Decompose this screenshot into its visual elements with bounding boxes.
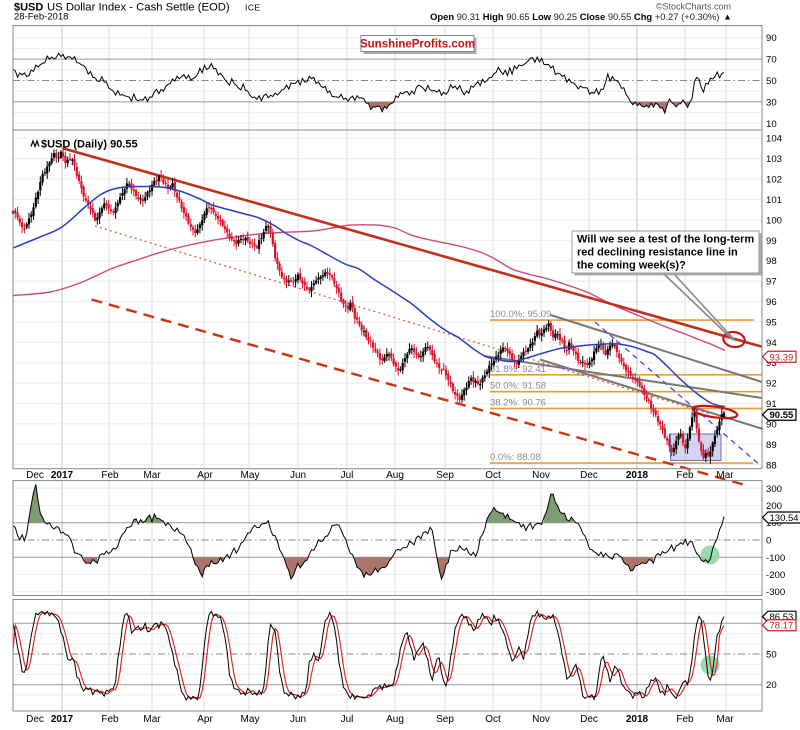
svg-text:Dec: Dec bbox=[580, 714, 598, 725]
svg-text:98: 98 bbox=[766, 256, 777, 267]
svg-text:200: 200 bbox=[766, 501, 782, 512]
svg-text:Feb: Feb bbox=[676, 470, 694, 481]
svg-text:©StockCharts.com: ©StockCharts.com bbox=[656, 2, 731, 12]
svg-text:30: 30 bbox=[766, 97, 777, 108]
svg-text:Dec: Dec bbox=[26, 714, 44, 725]
svg-text:90.55: 90.55 bbox=[770, 410, 794, 421]
svg-text:61.8%: 92.41: 61.8%: 92.41 bbox=[490, 364, 546, 375]
svg-text:SunshineProfits.com: SunshineProfits.com bbox=[360, 39, 475, 51]
svg-text:100.0%: 95.09: 100.0%: 95.09 bbox=[490, 309, 551, 320]
svg-text:100: 100 bbox=[766, 215, 782, 226]
svg-text:Mar: Mar bbox=[716, 714, 734, 725]
svg-text:Feb: Feb bbox=[101, 470, 119, 481]
svg-text:Sep: Sep bbox=[436, 714, 454, 725]
svg-text:89: 89 bbox=[766, 440, 777, 451]
svg-text:300: 300 bbox=[766, 484, 782, 495]
svg-text:86.53: 86.53 bbox=[770, 612, 794, 623]
svg-text:Aug: Aug bbox=[386, 714, 404, 725]
svg-text:90: 90 bbox=[766, 419, 777, 430]
svg-text:2017: 2017 bbox=[51, 470, 74, 481]
svg-text:101: 101 bbox=[766, 195, 782, 206]
svg-text:Feb: Feb bbox=[676, 714, 694, 725]
svg-text:Dec: Dec bbox=[580, 470, 598, 481]
svg-text:103: 103 bbox=[766, 154, 782, 165]
svg-text:Will we see a test of the long: Will we see a test of the long-term bbox=[577, 234, 754, 246]
svg-text:Sep: Sep bbox=[436, 470, 454, 481]
svg-text:93: 93 bbox=[766, 358, 777, 369]
svg-text:10: 10 bbox=[766, 119, 777, 130]
svg-text:Aug: Aug bbox=[386, 470, 404, 481]
svg-text:50.0%: 91.58: 50.0%: 91.58 bbox=[490, 381, 546, 392]
svg-text:-300: -300 bbox=[766, 587, 785, 598]
svg-text:20: 20 bbox=[766, 680, 777, 691]
svg-text:Jul: Jul bbox=[341, 714, 354, 725]
svg-text:130.54: 130.54 bbox=[770, 513, 799, 524]
svg-text:US Dollar Index - Cash Settle: US Dollar Index - Cash Settle (EOD) bbox=[47, 2, 230, 14]
svg-text:0: 0 bbox=[766, 536, 771, 547]
svg-text:2018: 2018 bbox=[626, 470, 649, 481]
svg-text:Oct: Oct bbox=[485, 470, 501, 481]
svg-text:2017: 2017 bbox=[51, 714, 74, 725]
svg-text:-200: -200 bbox=[766, 570, 785, 581]
svg-text:Apr: Apr bbox=[197, 470, 213, 481]
svg-text:Dec: Dec bbox=[26, 470, 44, 481]
svg-text:Jul: Jul bbox=[341, 470, 354, 481]
svg-text:Nov: Nov bbox=[532, 470, 550, 481]
svg-text:Apr: Apr bbox=[197, 714, 213, 725]
svg-text:99: 99 bbox=[766, 236, 777, 247]
svg-text:$USD: $USD bbox=[14, 2, 43, 14]
svg-text:97: 97 bbox=[766, 277, 777, 288]
svg-text:Mar: Mar bbox=[143, 714, 161, 725]
svg-text:95: 95 bbox=[766, 317, 777, 328]
svg-text:70: 70 bbox=[766, 55, 777, 66]
svg-text:the coming week(s)?: the coming week(s)? bbox=[577, 260, 686, 272]
svg-text:91: 91 bbox=[766, 399, 777, 410]
svg-text:102: 102 bbox=[766, 175, 782, 186]
svg-text:-100: -100 bbox=[766, 553, 785, 564]
svg-text:Mar: Mar bbox=[716, 470, 734, 481]
svg-text:90: 90 bbox=[766, 33, 777, 44]
svg-text:ICE: ICE bbox=[245, 3, 261, 13]
svg-text:50: 50 bbox=[766, 650, 777, 661]
svg-text:96: 96 bbox=[766, 297, 777, 308]
svg-text:92: 92 bbox=[766, 379, 777, 390]
svg-text:50: 50 bbox=[766, 76, 777, 87]
svg-text:104: 104 bbox=[766, 134, 783, 145]
svg-text:2018: 2018 bbox=[626, 714, 649, 725]
svg-text:red declining resistance line: red declining resistance line in bbox=[577, 247, 738, 259]
svg-text:0.0%: 88.08: 0.0%: 88.08 bbox=[490, 452, 541, 463]
svg-text:Feb: Feb bbox=[101, 714, 119, 725]
svg-text:100: 100 bbox=[766, 518, 782, 529]
svg-text:Mar: Mar bbox=[143, 470, 161, 481]
svg-text:28-Feb-2018: 28-Feb-2018 bbox=[14, 12, 68, 23]
svg-text:May: May bbox=[241, 470, 260, 481]
svg-text:Open 90.31 High 90.65 Low 90.2: Open 90.31 High 90.65 Low 90.25 Close 90… bbox=[430, 11, 722, 22]
svg-text:Nov: Nov bbox=[532, 714, 550, 725]
svg-text:Oct: Oct bbox=[485, 714, 501, 725]
svg-text:May: May bbox=[241, 714, 260, 725]
svg-text:$USD (Daily) 90.55: $USD (Daily) 90.55 bbox=[41, 139, 138, 151]
svg-text:Jun: Jun bbox=[290, 714, 306, 725]
svg-text:Jun: Jun bbox=[290, 470, 306, 481]
svg-text:38.2%: 90.76: 38.2%: 90.76 bbox=[490, 397, 546, 408]
svg-text:94: 94 bbox=[766, 338, 777, 349]
svg-text:88: 88 bbox=[766, 460, 777, 471]
svg-text:93.39: 93.39 bbox=[770, 352, 794, 363]
svg-text:78.17: 78.17 bbox=[770, 621, 794, 632]
